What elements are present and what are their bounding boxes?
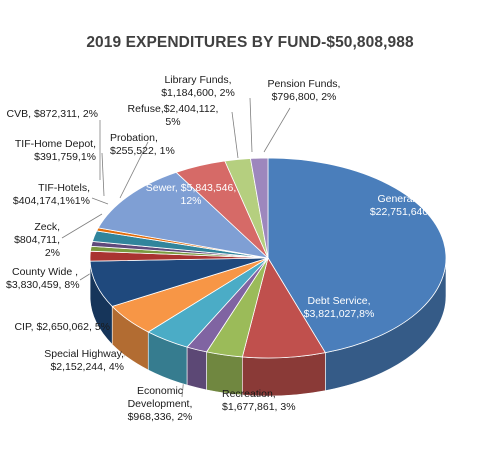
slice-label-line: TIF-Home Depot, bbox=[14, 138, 96, 150]
leader-line bbox=[91, 197, 109, 205]
slice-label-highway: Special Highway, $2,152,244, 4% bbox=[22, 348, 124, 374]
slice-label-general: General Fund, $22,751,640 45% bbox=[356, 193, 466, 219]
leader-line bbox=[231, 111, 239, 159]
leader-line bbox=[263, 107, 291, 153]
slice-label-line: $2,152,244, 4% bbox=[50, 361, 124, 373]
slice-label-county: County Wide , $3,830,459, 8% bbox=[6, 266, 80, 292]
pie-side-economic-development bbox=[186, 346, 207, 391]
pie-slice-sewer bbox=[97, 171, 270, 259]
slice-label-line: Sewer, $5,843,546, bbox=[145, 182, 237, 194]
slice-label-sewer: Sewer, $5,843,546, 12% bbox=[132, 182, 250, 208]
slice-label-line: Special Highway, bbox=[44, 348, 124, 360]
slice-label-econ: Economic Development, $968,336, 2% bbox=[120, 385, 200, 424]
leader-line bbox=[61, 213, 103, 239]
slice-label-recreation: Recreation, $1,677,861, 3% bbox=[222, 388, 296, 414]
slice-label-line: General Fund, bbox=[377, 193, 445, 205]
slice-label-line: 5% bbox=[165, 116, 181, 128]
slice-label-line: $391,759,1% bbox=[34, 151, 96, 163]
slice-label-line: $804,711, bbox=[14, 234, 60, 246]
slice-label-line: CVB, $872,311, 2% bbox=[6, 108, 98, 120]
leader-line bbox=[249, 97, 253, 153]
pie-slice-general-fund bbox=[267, 157, 447, 354]
slice-label-line: County Wide , bbox=[12, 266, 78, 278]
slice-label-zeck: Zeck, $804,711, 2% bbox=[6, 221, 60, 260]
slice-label-cvb: CVB, $872,311, 2% bbox=[6, 108, 98, 121]
slice-label-cip: CIP, $2,650,062, 5% bbox=[6, 321, 110, 334]
slice-label-line: Economic bbox=[136, 385, 184, 397]
slice-label-debt: Debt Service, $3,821,027,8% bbox=[284, 295, 394, 321]
slice-label-line: $1,184,600, 2% bbox=[161, 87, 235, 99]
slice-label-line: $3,821,027,8% bbox=[303, 308, 375, 320]
slice-label-pension: Pension Funds, $796,800, 2% bbox=[256, 78, 352, 104]
slice-label-hotels: TIF-Hotels, $404,174,1%1% bbox=[6, 182, 90, 208]
slice-label-line: 12% bbox=[180, 195, 202, 207]
pie-sides bbox=[89, 257, 447, 397]
slice-label-line: Recreation, bbox=[222, 388, 276, 400]
slice-label-line: Development, bbox=[127, 398, 193, 410]
slice-label-line: $1,677,861, 3% bbox=[222, 401, 296, 413]
leader-line bbox=[119, 141, 149, 199]
leader-line bbox=[101, 152, 105, 197]
slice-label-homedepot: TIF-Home Depot, $391,759,1% bbox=[6, 138, 96, 164]
slice-label-line: 2% bbox=[44, 247, 60, 259]
slice-label-library: Library Funds, $1,184,600, 2% bbox=[150, 74, 246, 100]
slice-label-line: Pension Funds, bbox=[267, 78, 341, 90]
slice-label-line: Refuse,$2,404,112, bbox=[127, 103, 219, 115]
slice-label-line: $968,336, 2% bbox=[127, 411, 193, 423]
slice-label-probation: Probation, $255,522, 1% bbox=[110, 132, 175, 158]
slice-label-line: $796,800, 2% bbox=[271, 91, 337, 103]
slice-label-line: $3,830,459, 8% bbox=[6, 279, 80, 291]
slice-label-line: $404,174,1%1% bbox=[12, 195, 90, 207]
slice-label-line: TIF-Hotels, bbox=[38, 182, 90, 194]
slice-label-line: Debt Service, bbox=[307, 295, 371, 307]
pie-slice-pension-funds bbox=[250, 157, 269, 259]
chart-title: 2019 EXPENDITURES BY FUND-$50,808,988 bbox=[86, 34, 414, 51]
slice-label-refuse: Refuse,$2,404,112, 5% bbox=[124, 103, 222, 129]
slice-label-line: $255,522, 1% bbox=[110, 145, 175, 157]
slice-label-line: Probation, bbox=[110, 132, 158, 144]
slice-label-line: CIP, $2,650,062, 5% bbox=[14, 321, 110, 333]
slice-label-line: Library Funds, bbox=[164, 74, 232, 86]
slice-label-line: $22,751,640 45% bbox=[369, 206, 453, 218]
pie-tops bbox=[89, 157, 447, 359]
slice-label-line: Zeck, bbox=[34, 221, 60, 233]
